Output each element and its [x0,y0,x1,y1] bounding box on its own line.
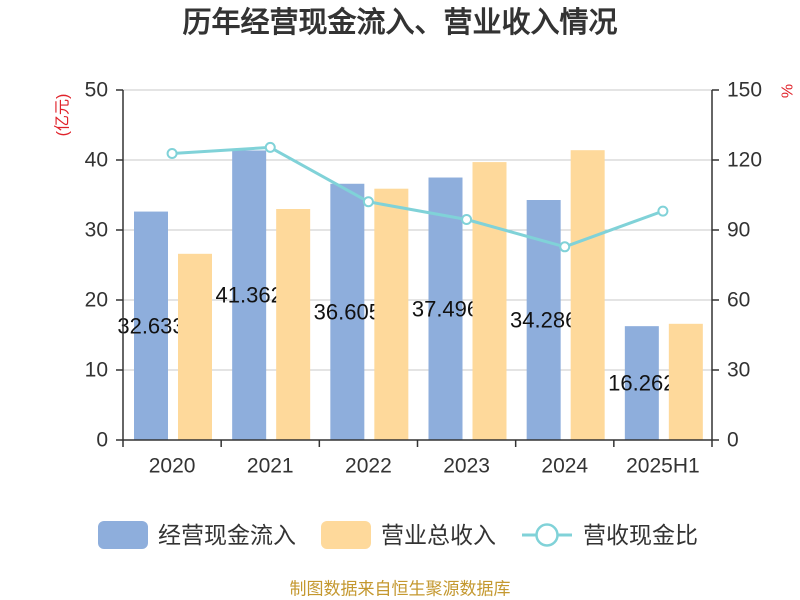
right-axis-tick-label: 30 [727,359,750,382]
left-axis-tick-label: 0 [96,429,108,452]
cash-ratio-line-series [166,141,669,253]
legend: 经营现金流入 营业总收入 营收现金比 [98,521,698,549]
right-axis-tick-label: 90 [727,219,750,242]
x-axis-category-label: 2023 [443,455,490,478]
gridlines [123,89,712,371]
right-axis-tick-label: 120 [727,149,762,172]
left-axis-tick-label: 50 [85,79,108,102]
right-axis-tick-label: 60 [727,289,750,312]
x-axis-category-label: 2021 [247,455,294,478]
legend-label-revenue: 营业总收入 [381,522,496,548]
legend-item-revenue[interactable]: 营业总收入 [321,521,496,549]
cash-ratio-point [264,141,276,153]
cash-inflow-bar [624,326,659,440]
x-axis-category-label: 2024 [541,455,588,478]
axes [116,89,719,447]
x-axis-category-label: 2020 [149,455,196,478]
cash-inflow-data-labels: 32.633 41.362 36.605 37.496 34.286 16.262 [117,283,675,396]
cash-inflow-bar [134,211,168,440]
legend-swatch-revenue [321,521,371,549]
revenue-bar [276,209,311,440]
legend-item-cash-ratio[interactable]: 营收现金比 [522,522,698,548]
footer-source: 制图数据来自恒生聚源数据库 [290,580,511,599]
cash-inflow-bars [134,150,659,440]
right-axis-tick-label: 150 [727,79,762,102]
chart-title: 历年经营现金流入、营业收入情况 [182,5,617,39]
right-axis-title: % [780,84,797,98]
left-axis-tick-label: 40 [85,149,108,172]
cash-inflow-data-label: 34.286 [510,307,577,332]
legend-swatch-cash-ratio-marker [535,523,559,547]
revenue-bar [374,188,409,440]
x-axis-category-label: 2022 [345,455,392,478]
left-axis-tick-label: 10 [85,359,108,382]
revenue-bar [472,162,507,440]
revenue-bar [178,253,212,440]
legend-label-cash-inflow: 经营现金流入 [158,522,296,548]
tick-labels: 0 10 20 30 40 50 0 30 60 90 120 150 2020 2021 2022 2023… [85,79,762,478]
legend-item-cash-inflow[interactable]: 经营现金流入 [98,521,296,549]
x-axis-category-label: 2025H1 [626,455,700,478]
cash-inflow-data-label: 16.262 [608,371,675,396]
cash-inflow-bar [428,177,463,440]
cash-ratio-point [657,205,669,217]
revenue-bar [570,150,605,440]
revenue-bars [178,150,703,440]
cash-inflow-bar [330,183,365,440]
cash-ratio-point [559,241,571,253]
cash-inflow-data-label: 36.605 [314,299,381,324]
cash-ratio-point [362,196,374,208]
cash-inflow-data-label: 41.362 [216,283,283,308]
left-axis-tick-label: 30 [85,219,108,242]
cash-inflow-bar [232,150,267,440]
cash-ratio-point [461,214,473,225]
revenue-bar [668,323,703,440]
cash-ratio-point [166,147,178,159]
right-axis-tick-label: 0 [727,429,739,452]
cash-inflow-data-label: 32.633 [117,313,184,338]
legend-label-cash-ratio: 营收现金比 [583,522,698,548]
left-axis-title: (亿元) [54,94,72,137]
cash-inflow-data-label: 37.496 [412,296,479,321]
legend-swatch-cash-inflow [98,521,148,549]
cash-ratio-line [171,145,664,249]
left-axis-tick-label: 20 [85,289,108,312]
